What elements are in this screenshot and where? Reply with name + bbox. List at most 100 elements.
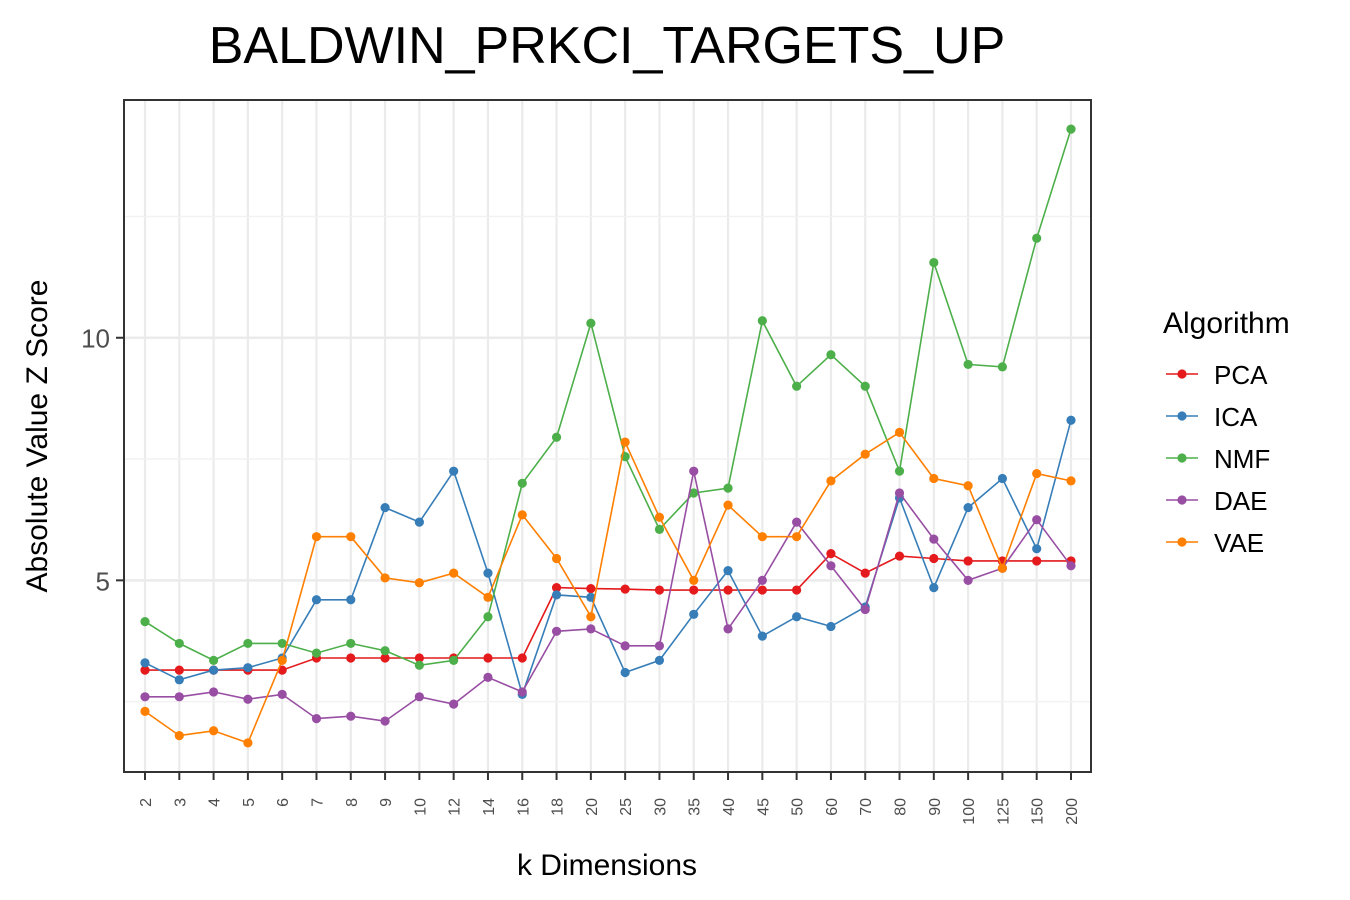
data-point <box>551 583 562 593</box>
data-point <box>483 653 493 663</box>
legend-label: NMF <box>1214 444 1270 474</box>
x-tick-label: 5 <box>241 798 258 807</box>
x-tick-label: 30 <box>652 798 669 816</box>
data-point <box>620 667 630 678</box>
data-point <box>449 568 459 578</box>
x-tick-label: 6 <box>275 798 292 807</box>
x-tick-label: 90 <box>927 798 944 816</box>
data-point <box>414 517 424 527</box>
x-tick-label: 100 <box>961 798 978 825</box>
axes: 2 3 4 5 6 7 8 9 10 12 14 16 18 20 25 30 35 40 45 50 60 70 80 90… <box>81 324 1081 825</box>
legend-item-dae: DAE <box>1166 486 1267 516</box>
data-point <box>723 585 733 595</box>
data-point <box>586 583 596 594</box>
data-point <box>826 561 836 571</box>
legend-title: Algorithm <box>1163 307 1290 340</box>
data-point <box>243 638 253 649</box>
data-point <box>586 624 596 634</box>
data-point <box>929 473 939 484</box>
data-point <box>517 653 527 663</box>
data-point <box>757 316 767 326</box>
data-point <box>963 359 973 370</box>
data-point <box>860 568 870 578</box>
data-point <box>380 653 390 663</box>
legend-item-pca: PCA <box>1166 360 1268 390</box>
data-point <box>997 362 1008 372</box>
data-point <box>586 612 596 622</box>
data-point <box>894 488 905 498</box>
legend-key-point <box>1177 369 1187 379</box>
data-point <box>586 318 596 328</box>
series-line-nmf <box>144 128 1072 667</box>
data-point <box>1066 561 1076 571</box>
data-point <box>757 532 767 542</box>
x-tick-label: 200 <box>1064 798 1081 825</box>
legend-key-point <box>1177 411 1187 421</box>
data-point <box>449 699 459 709</box>
data-point <box>757 631 767 641</box>
data-point <box>483 612 493 622</box>
x-tick-label: 14 <box>481 798 498 816</box>
y-axis-label: Absolute Value Z Score <box>21 280 54 593</box>
x-tick-label: 125 <box>995 798 1012 825</box>
data-point <box>311 595 322 605</box>
data-point <box>346 532 356 542</box>
series-dae <box>140 466 1076 726</box>
data-point <box>243 738 253 748</box>
data-point <box>346 638 356 649</box>
x-tick-label: 4 <box>207 798 224 807</box>
data-point <box>997 563 1008 573</box>
data-point <box>620 437 630 447</box>
legend-key-point <box>1177 495 1187 505</box>
legend-label: VAE <box>1214 528 1264 558</box>
data-point <box>654 655 665 666</box>
data-point <box>654 524 665 535</box>
data-point <box>414 692 424 702</box>
data-point <box>311 714 322 724</box>
series-line-dae <box>145 471 1072 722</box>
data-point <box>860 449 870 459</box>
data-point <box>689 466 699 476</box>
data-point <box>208 665 219 675</box>
data-point <box>243 663 253 673</box>
plot-border <box>123 99 1092 773</box>
data-point <box>1032 544 1042 554</box>
data-point <box>174 692 184 702</box>
data-point <box>792 532 802 542</box>
series-vae <box>140 427 1076 748</box>
data-point <box>346 653 356 663</box>
x-tick-label: 20 <box>584 798 601 816</box>
data-point <box>551 432 562 442</box>
x-tick-label: 18 <box>550 798 567 816</box>
data-point <box>208 655 219 666</box>
data-point <box>792 381 802 391</box>
data-point <box>414 653 424 663</box>
series-nmf <box>140 124 1076 670</box>
data-point <box>757 575 767 585</box>
x-tick-label: 2 <box>138 798 155 807</box>
x-tick-label: 9 <box>378 798 395 807</box>
data-point <box>894 466 905 476</box>
series-line-ica <box>144 419 1072 698</box>
series-line-pca <box>145 552 1071 671</box>
data-point <box>723 483 733 493</box>
data-point <box>174 731 184 741</box>
data-point <box>243 694 253 704</box>
data-point <box>311 648 322 658</box>
data-point <box>483 592 493 602</box>
x-tick-label: 16 <box>515 798 532 816</box>
legend-label: DAE <box>1214 486 1267 516</box>
data-point <box>689 585 699 595</box>
data-point <box>1066 415 1076 425</box>
data-point <box>723 624 733 634</box>
data-point <box>689 609 699 619</box>
data-point <box>517 510 527 520</box>
legend-item-ica: ICA <box>1166 402 1258 432</box>
x-tick-label: 35 <box>687 798 704 816</box>
data-point <box>140 706 150 716</box>
data-point <box>586 592 596 602</box>
data-point <box>483 568 493 578</box>
data-point <box>860 604 870 615</box>
legend-label: ICA <box>1214 402 1258 432</box>
